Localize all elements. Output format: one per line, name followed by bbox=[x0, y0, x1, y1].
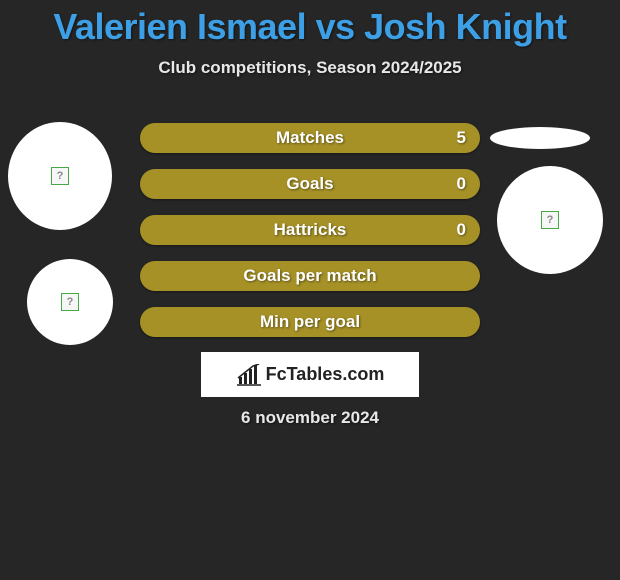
stat-row: Min per goal bbox=[140, 307, 480, 337]
stat-row: Hattricks 0 bbox=[140, 215, 480, 245]
stat-label: Min per goal bbox=[260, 312, 360, 332]
date-text: 6 november 2024 bbox=[0, 408, 620, 428]
image-placeholder-icon: ? bbox=[51, 167, 69, 185]
bar-chart-icon bbox=[236, 364, 262, 386]
stat-row: Goals per match bbox=[140, 261, 480, 291]
player-avatar-right: ? bbox=[497, 166, 603, 274]
stat-label: Hattricks bbox=[274, 220, 347, 240]
image-placeholder-icon: ? bbox=[541, 211, 559, 229]
player-avatar-left-1: ? bbox=[8, 122, 112, 230]
stat-label: Goals per match bbox=[243, 266, 376, 286]
page-title: Valerien Ismael vs Josh Knight bbox=[0, 0, 620, 48]
ellipse-decor bbox=[490, 127, 590, 149]
stat-row: Matches 5 bbox=[140, 123, 480, 153]
stat-value: 5 bbox=[457, 128, 466, 148]
branding-badge: FcTables.com bbox=[201, 352, 419, 397]
player-avatar-left-2: ? bbox=[27, 259, 113, 345]
stat-label: Matches bbox=[276, 128, 344, 148]
stat-value: 0 bbox=[457, 174, 466, 194]
stat-row: Goals 0 bbox=[140, 169, 480, 199]
subtitle: Club competitions, Season 2024/2025 bbox=[0, 58, 620, 78]
image-placeholder-icon: ? bbox=[61, 293, 79, 311]
branding-text: FcTables.com bbox=[266, 364, 385, 385]
stat-value: 0 bbox=[457, 220, 466, 240]
stat-label: Goals bbox=[286, 174, 333, 194]
stats-list: Matches 5 Goals 0 Hattricks 0 Goals per match M… bbox=[140, 123, 480, 353]
